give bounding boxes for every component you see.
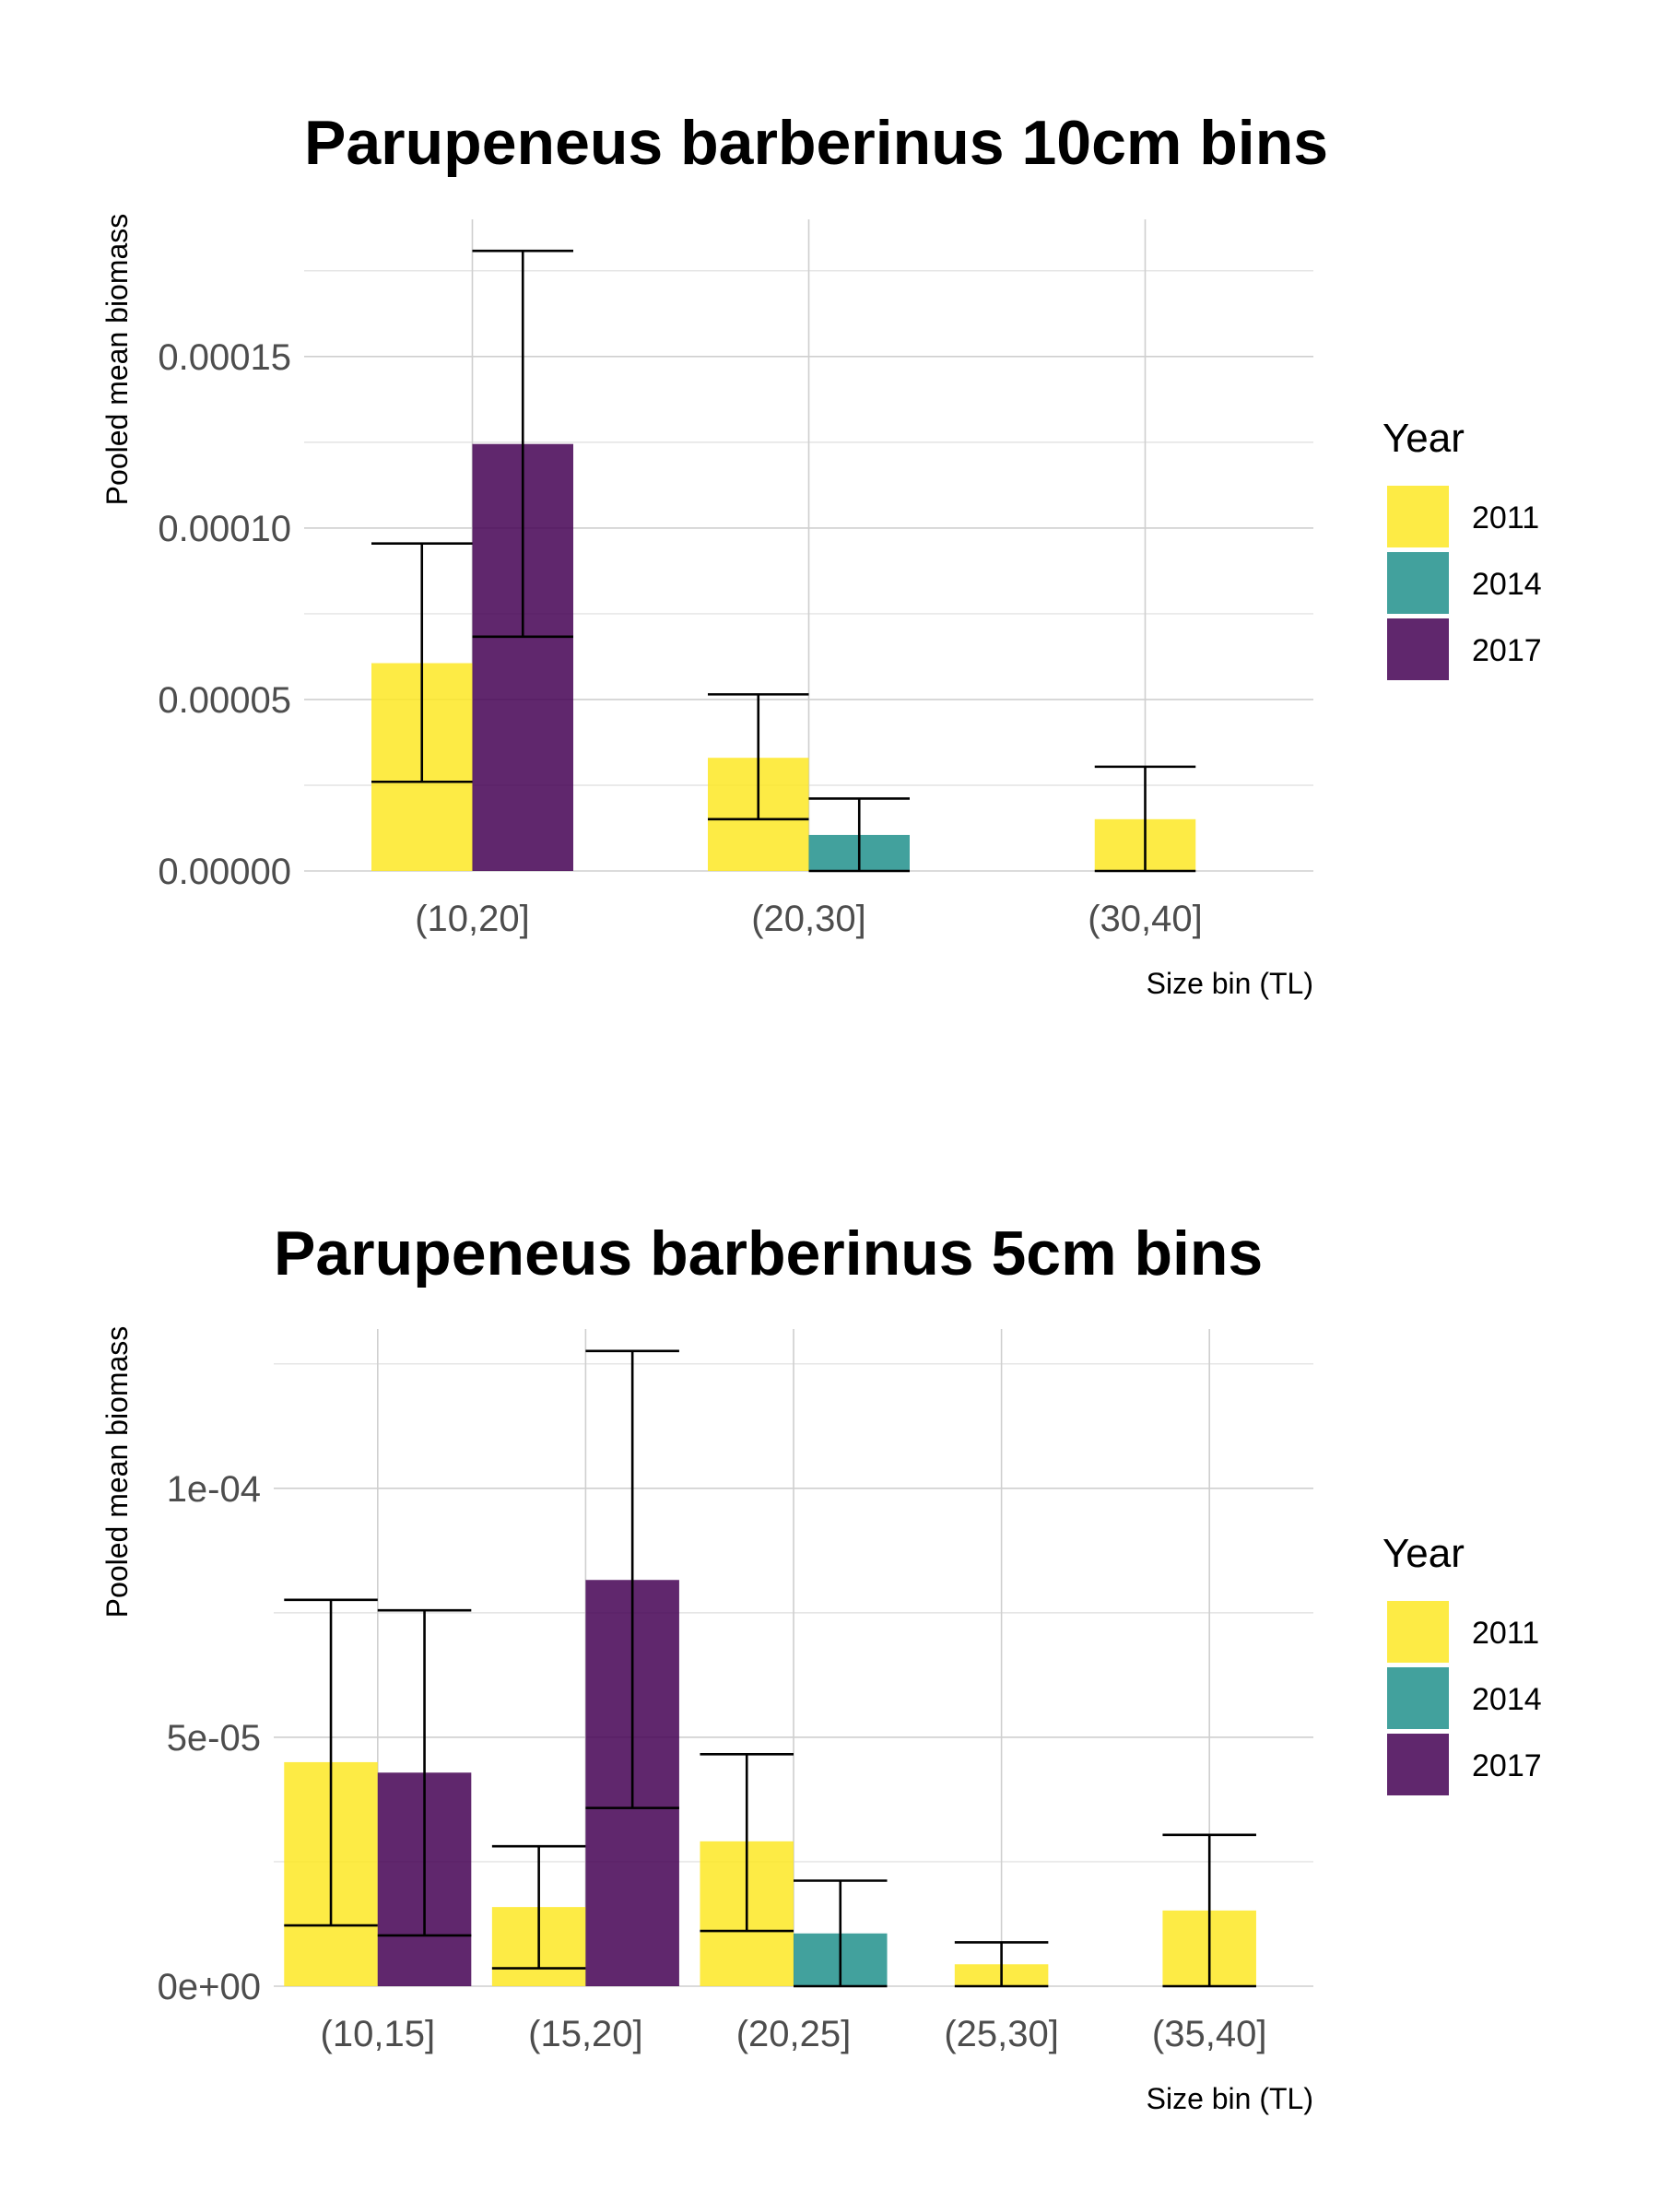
legend-label: 2014 bbox=[1472, 567, 1542, 602]
y-tick-label: 0.00015 bbox=[158, 337, 291, 378]
legend-title: Year bbox=[1382, 1531, 1465, 1576]
x-tick-label: (10,15] bbox=[321, 2014, 436, 2054]
chart-5cm-bins: 0e+00 5e-05 1e-04 (10,15] (15,20] (20,25] (25,… bbox=[100, 1218, 1542, 2115]
y-tick-label: 1e-04 bbox=[167, 1469, 261, 1510]
y-tick-label: 0.00010 bbox=[158, 509, 291, 549]
legend-swatch-2014 bbox=[1387, 1667, 1449, 1729]
legend-swatch-2014 bbox=[1387, 552, 1449, 614]
x-axis-label: Size bin (TL) bbox=[1147, 967, 1313, 1000]
legend-label: 2017 bbox=[1472, 633, 1542, 668]
x-tick-label: (15,20] bbox=[528, 2014, 643, 2054]
y-axis-label: Pooled mean biomass bbox=[100, 214, 134, 506]
x-tick-label: (20,25] bbox=[736, 2014, 852, 2054]
chart-title: Parupeneus barberinus 10cm bins bbox=[304, 108, 1328, 178]
x-tick-label: (20,30] bbox=[751, 899, 866, 939]
legend-title: Year bbox=[1382, 416, 1465, 461]
y-tick-label: 5e-05 bbox=[167, 1718, 261, 1759]
y-tick-label: 0e+00 bbox=[158, 1967, 261, 2007]
legend-label: 2011 bbox=[1472, 500, 1539, 535]
x-tick-label: (25,30] bbox=[944, 2014, 1059, 2054]
x-axis-label: Size bin (TL) bbox=[1147, 2082, 1313, 2115]
legend-label: 2017 bbox=[1472, 1748, 1542, 1783]
y-tick-label: 0.00005 bbox=[158, 680, 291, 721]
x-tick-label: (35,40] bbox=[1152, 2014, 1267, 2054]
y-axis-label: Pooled mean biomass bbox=[100, 1326, 134, 1618]
x-tick-label: (30,40] bbox=[1088, 899, 1203, 939]
legend-swatch-2017 bbox=[1387, 1734, 1449, 1795]
chart-title: Parupeneus barberinus 5cm bins bbox=[274, 1218, 1263, 1288]
x-tick-label: (10,20] bbox=[415, 899, 530, 939]
y-tick-label: 0.00000 bbox=[158, 852, 291, 892]
legend-label: 2011 bbox=[1472, 1616, 1539, 1651]
legend-swatch-2011 bbox=[1387, 486, 1449, 547]
legend-swatch-2017 bbox=[1387, 618, 1449, 680]
legend-swatch-2011 bbox=[1387, 1601, 1449, 1663]
legend-label: 2014 bbox=[1472, 1682, 1542, 1717]
chart-10cm-bins: 0.00000 0.00005 0.00010 0.00015 (10,20] (20,3… bbox=[100, 108, 1542, 1000]
